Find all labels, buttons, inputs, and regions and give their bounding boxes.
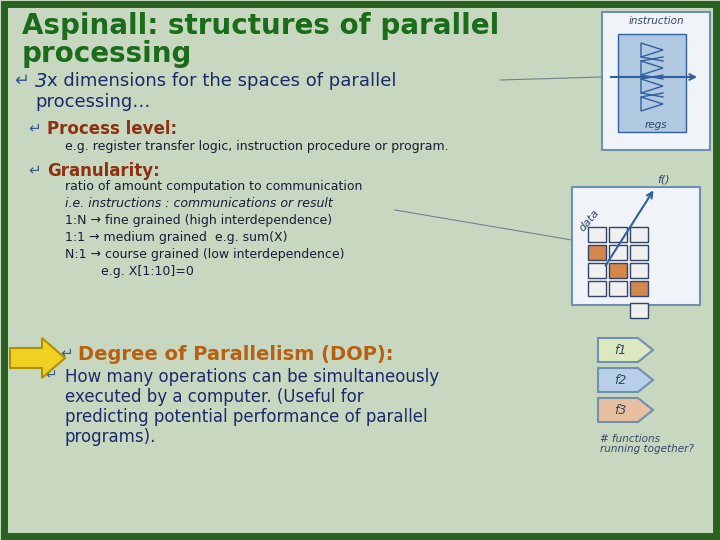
Text: Granularity:: Granularity: <box>47 162 160 180</box>
Text: Process level:: Process level: <box>47 120 177 138</box>
FancyBboxPatch shape <box>609 263 627 278</box>
FancyBboxPatch shape <box>588 263 606 278</box>
Text: executed by a computer. (Useful for: executed by a computer. (Useful for <box>65 388 364 406</box>
FancyBboxPatch shape <box>609 245 627 260</box>
Text: f(): f() <box>657 175 670 185</box>
Text: programs).: programs). <box>65 428 156 446</box>
Text: ↵: ↵ <box>28 120 41 135</box>
Polygon shape <box>641 43 663 57</box>
FancyBboxPatch shape <box>588 227 606 242</box>
FancyBboxPatch shape <box>4 4 716 536</box>
FancyBboxPatch shape <box>630 302 648 318</box>
Text: f2: f2 <box>614 374 626 387</box>
Text: N:1 → course grained (low interdependence): N:1 → course grained (low interdependenc… <box>65 248 344 261</box>
Text: ↵: ↵ <box>14 72 29 90</box>
FancyBboxPatch shape <box>618 34 686 132</box>
Text: Aspinall: structures of parallel: Aspinall: structures of parallel <box>22 12 499 40</box>
FancyBboxPatch shape <box>572 187 700 305</box>
FancyBboxPatch shape <box>630 281 648 296</box>
Text: How many operations can be simultaneously: How many operations can be simultaneousl… <box>65 368 439 386</box>
FancyBboxPatch shape <box>609 227 627 242</box>
Polygon shape <box>598 338 653 362</box>
FancyBboxPatch shape <box>609 281 627 296</box>
Text: ↵: ↵ <box>60 345 73 360</box>
Text: predicting potential performance of parallel: predicting potential performance of para… <box>65 408 428 426</box>
Polygon shape <box>641 61 663 75</box>
Text: f3: f3 <box>614 403 626 416</box>
Text: x dimensions for the spaces of parallel: x dimensions for the spaces of parallel <box>47 72 397 90</box>
Polygon shape <box>10 338 65 378</box>
FancyBboxPatch shape <box>588 281 606 296</box>
Text: # functions: # functions <box>600 434 660 444</box>
Text: 1:1 → medium grained  e.g. sum(X): 1:1 → medium grained e.g. sum(X) <box>65 231 287 244</box>
Text: i.e. instructions : communications or result: i.e. instructions : communications or re… <box>65 197 333 210</box>
Text: ↵: ↵ <box>45 368 57 382</box>
Text: instruction: instruction <box>628 16 684 26</box>
Text: 3: 3 <box>35 72 48 91</box>
Text: regs: regs <box>644 120 667 130</box>
Polygon shape <box>598 368 653 392</box>
Text: running together?: running together? <box>600 444 694 454</box>
Polygon shape <box>641 97 663 111</box>
Text: ↵: ↵ <box>28 162 41 177</box>
Text: f1: f1 <box>614 343 626 356</box>
Text: processing…: processing… <box>35 93 150 111</box>
Text: e.g. register transfer logic, instruction procedure or program.: e.g. register transfer logic, instructio… <box>65 140 449 153</box>
FancyBboxPatch shape <box>630 263 648 278</box>
Text: data: data <box>577 207 601 233</box>
Polygon shape <box>641 79 663 93</box>
Text: ratio of amount computation to communication: ratio of amount computation to communica… <box>65 180 362 193</box>
FancyBboxPatch shape <box>588 245 606 260</box>
FancyBboxPatch shape <box>602 12 710 150</box>
Text: e.g. X[1:10]=0: e.g. X[1:10]=0 <box>65 265 194 278</box>
FancyBboxPatch shape <box>630 227 648 242</box>
Text: 1:N → fine grained (high interdependence): 1:N → fine grained (high interdependence… <box>65 214 332 227</box>
FancyBboxPatch shape <box>630 245 648 260</box>
Polygon shape <box>598 398 653 422</box>
Text: processing: processing <box>22 40 192 68</box>
Text: Degree of Parallelism (DOP):: Degree of Parallelism (DOP): <box>78 345 394 364</box>
